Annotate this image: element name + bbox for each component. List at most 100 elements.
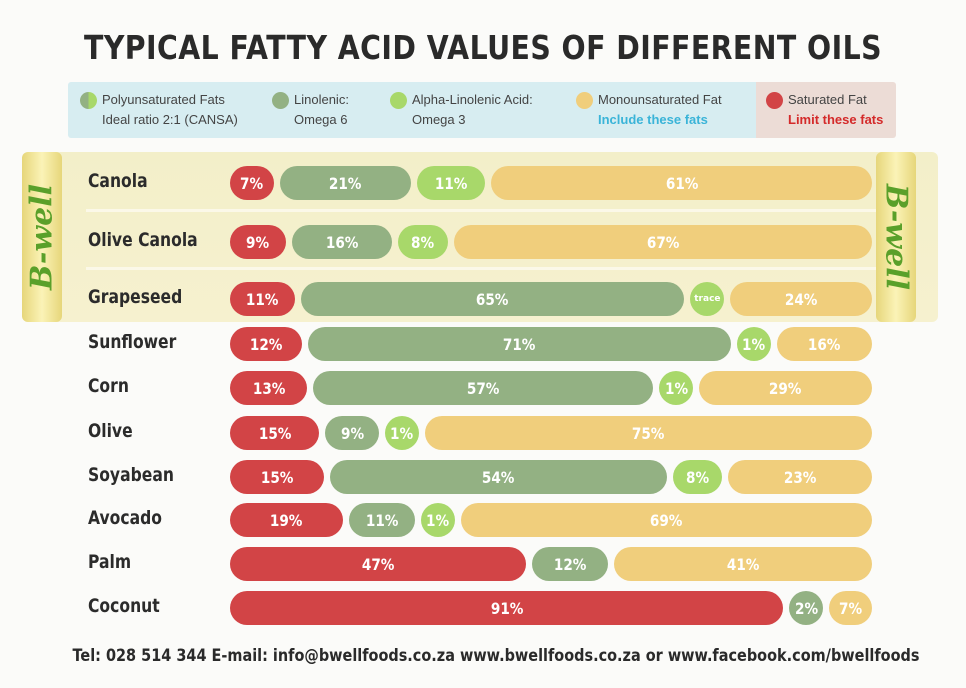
mono-bar: 61% (491, 166, 872, 200)
mono-bar: 23% (728, 460, 872, 494)
saturated-bar: 91% (230, 591, 784, 625)
legend-limit-panel: Saturated Fat Limit these fats (756, 82, 896, 138)
include-note: Include these fats (598, 112, 708, 127)
row-label: Avocado (88, 507, 162, 529)
bar-value-label: 61% (665, 173, 698, 193)
omega6-bar: 71% (307, 327, 731, 361)
omega6-bar: 11% (349, 503, 415, 537)
mono-bar: 41% (613, 547, 872, 581)
omega6-legend-swatch (272, 92, 289, 109)
bar-value-label: 15% (260, 467, 294, 487)
bar-value-label: 12% (553, 554, 587, 574)
row-label: Palm (88, 551, 132, 573)
omega6-bar: 9% (325, 416, 380, 450)
mono-bar: 75% (425, 416, 872, 450)
omega6-legend-label: Linolenic: (294, 92, 349, 107)
contact-footer: Tel: 028 514 344 E-mail: info@bwellfoods… (72, 646, 920, 666)
bar-value-label: 9% (340, 423, 364, 443)
bar-value-label: 11% (246, 289, 279, 309)
mono-bar: 24% (730, 282, 872, 316)
saturated-bar: 19% (230, 503, 344, 537)
bar-value-label: 57% (467, 378, 500, 398)
bar-value-label: 21% (328, 173, 362, 193)
poly-legend-sub: Ideal ratio 2:1 (CANSA) (102, 112, 238, 127)
saturated-legend-swatch (766, 92, 783, 109)
saturated-bar: 15% (230, 460, 324, 494)
omega6-bar: 57% (313, 371, 654, 405)
omega6-legend-sub: Omega 6 (294, 112, 348, 127)
bar-value-label: 12% (249, 334, 283, 354)
bar-value-label: 91% (490, 598, 523, 618)
row-label: Olive (88, 420, 133, 442)
omega3-bar: 1% (420, 503, 455, 537)
bar-value-label: 7% (839, 598, 863, 618)
omega3-bar: 8% (398, 225, 448, 259)
brand-logo-right: B-well (878, 183, 914, 291)
poly-legend-text: Polyunsaturated Fats Ideal ratio 2:1 (CA… (102, 90, 238, 130)
bar-value-label: 11% (434, 173, 468, 193)
bar-value-label: 15% (258, 423, 291, 443)
bar-value-label: 47% (361, 554, 395, 574)
bar-value-label: 23% (783, 467, 817, 487)
omega6-legend-text: Linolenic: Omega 6 (294, 90, 349, 130)
omega3-legend-label: Alpha-Linolenic Acid: (412, 92, 533, 107)
omega3-bar: 1% (385, 416, 420, 450)
saturated-bar: 12% (230, 327, 302, 361)
bar-value-label: 16% (325, 232, 359, 252)
bar-value-label: 1% (664, 378, 688, 398)
saturated-legend-text: Saturated Fat Limit these fats (788, 90, 883, 130)
bar-value-label: 71% (502, 334, 536, 354)
band-divider (86, 209, 886, 212)
omega6-bar: 65% (300, 282, 685, 316)
omega3-bar: 1% (659, 371, 694, 405)
brand-logo-left: B-well (24, 183, 60, 291)
bar-value-label: 24% (784, 289, 818, 309)
bar-value-label: 29% (769, 378, 802, 398)
saturated-bar: 15% (230, 416, 320, 450)
bar-value-label: 54% (481, 467, 515, 487)
omega6-bar: 21% (279, 166, 411, 200)
saturated-bar: 47% (230, 547, 527, 581)
bar-value-label: 16% (808, 334, 841, 354)
omega3-bar: 8% (672, 460, 723, 494)
omega3-legend-sub: Omega 3 (412, 112, 466, 127)
row-label: Sunflower (88, 331, 177, 353)
saturated-bar: 13% (230, 371, 308, 405)
row-label: Canola (88, 170, 148, 192)
omega3-bar: 11% (416, 166, 486, 200)
poly-legend-swatch (80, 92, 97, 109)
bar-value-label: 19% (270, 510, 303, 530)
row-label: Grapeseed (88, 286, 183, 308)
omega6-bar: 2% (789, 591, 824, 625)
row-label: Soyabean (88, 464, 174, 486)
bar-value-label: 1% (390, 423, 414, 443)
brand-banner-right: B-well (876, 152, 916, 322)
bar-value-label: 75% (632, 423, 665, 443)
bar-value-label: 67% (646, 232, 680, 252)
omega6-bar: 12% (532, 547, 608, 581)
omega6-bar: 54% (329, 460, 667, 494)
saturated-bar: 11% (230, 282, 295, 316)
bar-value-label: 13% (252, 378, 286, 398)
row-label: Corn (88, 375, 129, 397)
mono-legend-label: Monounsaturated Fat (598, 92, 722, 107)
bar-value-label: 8% (411, 232, 435, 252)
row-label: Olive Canola (88, 229, 198, 251)
omega3-bar: 1% (736, 327, 771, 361)
omega6-bar: 16% (292, 225, 392, 259)
brand-banner-left: B-well (22, 152, 62, 322)
mono-legend-swatch (576, 92, 593, 109)
omega3-bar: trace (690, 282, 725, 316)
bar-value-label: 8% (685, 467, 710, 487)
mono-bar: 67% (453, 225, 872, 259)
legend: Polyunsaturated Fats Ideal ratio 2:1 (CA… (68, 82, 896, 138)
bar-value-label: 2% (794, 598, 818, 618)
bar-value-label: 1% (426, 510, 450, 530)
limit-note: Limit these fats (788, 112, 884, 127)
mono-legend-text: Monounsaturated Fat Include these fats (598, 90, 722, 130)
omega3-legend-text: Alpha-Linolenic Acid: Omega 3 (412, 90, 533, 130)
chart-title: TYPICAL FATTY ACID VALUES OF DIFFERENT O… (84, 28, 882, 67)
saturated-bar: 7% (230, 166, 274, 200)
mono-bar: 16% (776, 327, 872, 361)
bar-value-label: 65% (476, 289, 509, 309)
